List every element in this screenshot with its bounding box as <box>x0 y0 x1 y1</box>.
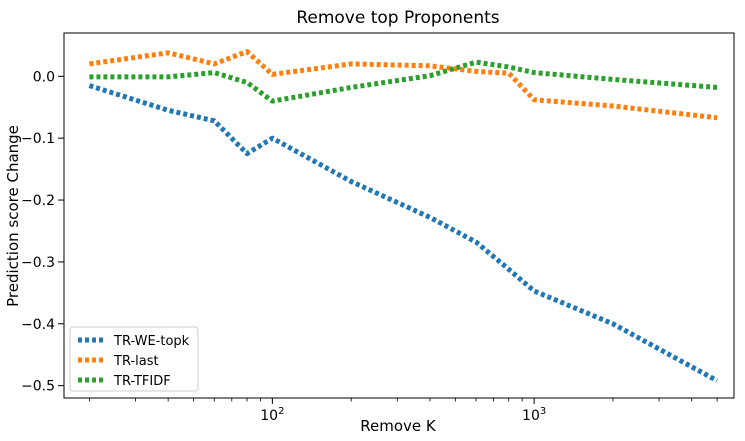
y-tick-label-4: −0.4 <box>21 317 55 333</box>
legend-label-0: TR-WE-topk <box>113 334 190 349</box>
series-line-0 <box>88 83 719 383</box>
y-axis-label: Prediction score Change <box>4 125 22 307</box>
x-axis-label: Remove K <box>360 417 437 435</box>
x-axis: 102 103 <box>88 398 718 424</box>
series-line-2 <box>89 59 718 104</box>
plot-frame <box>63 32 735 399</box>
series-lines <box>88 49 719 383</box>
legend: TR-WE-topk TR-last TR-TFIDF <box>69 326 199 392</box>
x-tick-label-0: 102 <box>260 406 284 424</box>
chart-title: Remove top Proponents <box>296 8 499 28</box>
y-tick-label-2: −0.2 <box>21 193 55 209</box>
y-tick-label-1: −0.1 <box>21 131 55 147</box>
y-axis: 0.0 −0.1 −0.2 −0.3 −0.4 −0.5 <box>21 69 64 395</box>
x-tick-label-1: 103 <box>522 406 546 424</box>
legend-label-2: TR-TFIDF <box>113 374 171 389</box>
y-tick-label-3: −0.3 <box>21 255 55 271</box>
legend-box <box>69 326 199 392</box>
legend-label-1: TR-last <box>113 354 159 369</box>
series-line-1 <box>89 49 718 121</box>
y-tick-label-5: −0.5 <box>21 379 55 395</box>
y-tick-label-0: 0.0 <box>33 69 55 85</box>
